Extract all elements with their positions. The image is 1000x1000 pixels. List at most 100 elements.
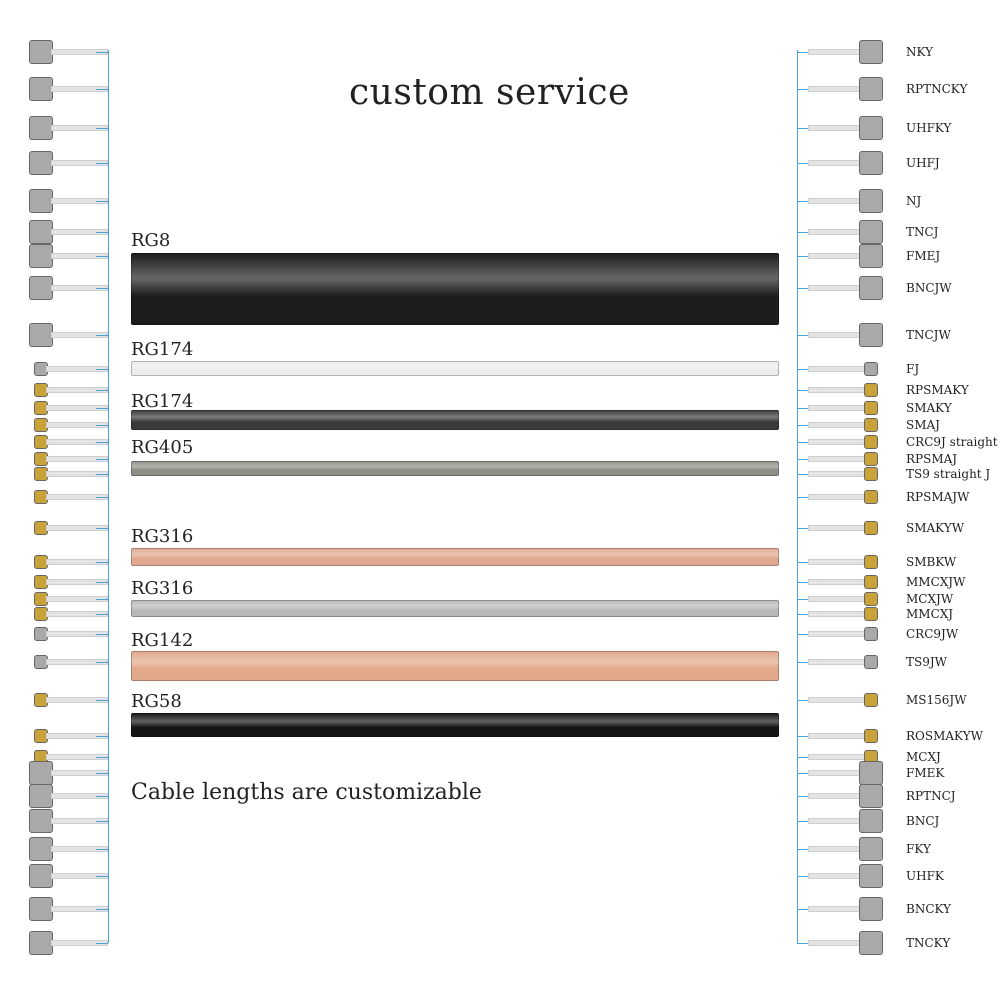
connector-icon — [859, 244, 883, 268]
connector-icon — [859, 189, 883, 213]
bracket-tick — [797, 849, 809, 850]
connector-label: TNCJ — [906, 225, 939, 239]
connector-icon — [859, 761, 883, 785]
connector-label: RPTNCKY — [906, 82, 968, 96]
bracket-tick — [797, 201, 809, 202]
bracket-tick — [797, 528, 809, 529]
connector-icon — [29, 323, 53, 347]
bracket-tick — [96, 634, 108, 635]
bracket-tick — [96, 497, 108, 498]
connector-label: NKY — [906, 45, 934, 59]
connector-icon — [864, 592, 878, 606]
bracket-tick — [96, 599, 108, 600]
bracket-tick — [797, 459, 809, 460]
connector-label: SMBKW — [906, 555, 957, 569]
bracket-tick — [96, 876, 108, 877]
connector-icon — [864, 607, 878, 621]
connector-label: FJ — [906, 362, 920, 376]
wire — [808, 405, 866, 411]
wire — [808, 611, 866, 617]
bracket-tick — [797, 821, 809, 822]
connector-icon — [859, 837, 883, 861]
wire — [808, 332, 861, 338]
wire — [808, 456, 866, 462]
bracket-tick — [96, 849, 108, 850]
bracket-tick — [797, 599, 809, 600]
connector-label: MS156JW — [906, 693, 967, 707]
connector-label: MMCXJ — [906, 607, 954, 621]
bracket-tick — [797, 943, 809, 944]
bracket-tick — [797, 408, 809, 409]
connector-icon — [29, 864, 53, 888]
bracket-tick — [96, 773, 108, 774]
wire — [808, 125, 861, 131]
connector-icon — [864, 575, 878, 589]
bracket-tick — [797, 442, 809, 443]
bracket-tick — [797, 876, 809, 877]
connector-label: FMEJ — [906, 249, 941, 263]
wire — [808, 494, 866, 500]
connector-icon — [29, 809, 53, 833]
connector-label: BNCJW — [906, 281, 952, 295]
bracket-tick — [96, 582, 108, 583]
cable-label: RG58 — [131, 691, 182, 712]
connector-label: MMCXJW — [906, 575, 966, 589]
wire — [808, 253, 861, 259]
bracket-tick — [96, 288, 108, 289]
connector-label: TNCJW — [906, 328, 951, 342]
connector-label: TS9JW — [906, 655, 948, 669]
page-title: custom service — [349, 72, 630, 113]
bracket-tick — [797, 163, 809, 164]
connector-icon — [864, 467, 878, 481]
bracket-tick — [96, 442, 108, 443]
connector-label: UHFKY — [906, 121, 952, 135]
wire — [808, 471, 866, 477]
bracket-tick — [797, 614, 809, 615]
connector-icon — [859, 276, 883, 300]
cable-sample — [131, 600, 779, 617]
bracket-tick — [96, 662, 108, 663]
connector-label: SMAJ — [906, 418, 940, 432]
connector-icon — [864, 627, 878, 641]
bracket-tick — [797, 89, 809, 90]
bracket-tick — [797, 425, 809, 426]
connector-label: SMAKY — [906, 401, 952, 415]
wire — [808, 846, 861, 852]
bracket-tick — [96, 163, 108, 164]
bracket-tick — [797, 634, 809, 635]
connector-icon — [864, 490, 878, 504]
footer-note: Cable lengths are customizable — [131, 780, 482, 805]
bracket-tick — [797, 232, 809, 233]
connector-label: BNCJ — [906, 814, 940, 828]
bracket-tick — [797, 736, 809, 737]
connector-label: CRC9J straight — [906, 435, 998, 449]
bracket-tick — [96, 943, 108, 944]
bracket-tick — [797, 757, 809, 758]
wire — [808, 285, 861, 291]
connector-label: SMAKYW — [906, 521, 965, 535]
bracket-tick — [797, 773, 809, 774]
cable-sample — [131, 713, 779, 737]
connector-icon — [864, 401, 878, 415]
bracket-tick — [96, 256, 108, 257]
wire — [808, 940, 861, 946]
cable-sample — [131, 548, 779, 566]
bracket-tick — [797, 662, 809, 663]
bracket-tick — [96, 369, 108, 370]
connector-label: UHFK — [906, 869, 944, 883]
connector-icon — [864, 729, 878, 743]
bracket-tick — [797, 369, 809, 370]
connector-icon — [859, 116, 883, 140]
wire — [808, 697, 866, 703]
wire — [808, 873, 861, 879]
connector-icon — [29, 151, 53, 175]
wire — [808, 770, 861, 776]
connector-icon — [864, 418, 878, 432]
bracket-tick — [797, 796, 809, 797]
wire — [808, 754, 866, 760]
wire — [808, 525, 866, 531]
bracket-tick — [96, 736, 108, 737]
wire — [808, 631, 866, 637]
connector-label: TNCKY — [906, 936, 951, 950]
wire — [808, 49, 861, 55]
